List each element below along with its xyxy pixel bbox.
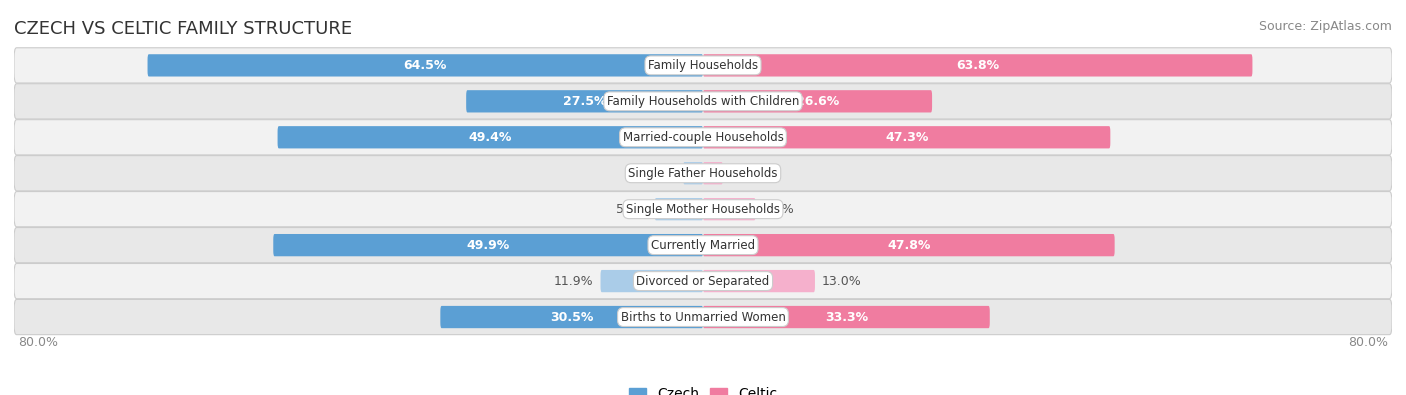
FancyBboxPatch shape — [683, 162, 703, 184]
Text: 64.5%: 64.5% — [404, 59, 447, 72]
FancyBboxPatch shape — [277, 126, 703, 149]
Text: 2.3%: 2.3% — [730, 167, 762, 180]
Text: 80.0%: 80.0% — [1347, 337, 1388, 350]
Text: Family Households: Family Households — [648, 59, 758, 72]
FancyBboxPatch shape — [148, 54, 703, 77]
Legend: Czech, Celtic: Czech, Celtic — [623, 382, 783, 395]
FancyBboxPatch shape — [14, 156, 1392, 191]
FancyBboxPatch shape — [14, 120, 1392, 155]
FancyBboxPatch shape — [14, 263, 1392, 299]
FancyBboxPatch shape — [467, 90, 703, 113]
Text: 30.5%: 30.5% — [550, 310, 593, 324]
FancyBboxPatch shape — [703, 306, 990, 328]
Text: 2.3%: 2.3% — [644, 167, 676, 180]
Text: 5.6%: 5.6% — [616, 203, 648, 216]
Text: Single Mother Households: Single Mother Households — [626, 203, 780, 216]
FancyBboxPatch shape — [14, 48, 1392, 83]
Text: 27.5%: 27.5% — [562, 95, 606, 108]
FancyBboxPatch shape — [14, 299, 1392, 335]
Text: Currently Married: Currently Married — [651, 239, 755, 252]
FancyBboxPatch shape — [600, 270, 703, 292]
FancyBboxPatch shape — [703, 54, 1253, 77]
FancyBboxPatch shape — [273, 234, 703, 256]
Text: 6.1%: 6.1% — [762, 203, 794, 216]
FancyBboxPatch shape — [14, 84, 1392, 119]
Text: Source: ZipAtlas.com: Source: ZipAtlas.com — [1258, 20, 1392, 33]
Text: 47.8%: 47.8% — [887, 239, 931, 252]
FancyBboxPatch shape — [703, 198, 755, 220]
Text: Divorced or Separated: Divorced or Separated — [637, 275, 769, 288]
Text: 11.9%: 11.9% — [554, 275, 593, 288]
Text: Family Households with Children: Family Households with Children — [607, 95, 799, 108]
FancyBboxPatch shape — [14, 228, 1392, 263]
FancyBboxPatch shape — [655, 198, 703, 220]
Text: 13.0%: 13.0% — [823, 275, 862, 288]
Text: 63.8%: 63.8% — [956, 59, 1000, 72]
FancyBboxPatch shape — [703, 234, 1115, 256]
Text: 47.3%: 47.3% — [884, 131, 928, 144]
FancyBboxPatch shape — [703, 126, 1111, 149]
FancyBboxPatch shape — [440, 306, 703, 328]
Text: Single Father Households: Single Father Households — [628, 167, 778, 180]
Text: Married-couple Households: Married-couple Households — [623, 131, 783, 144]
FancyBboxPatch shape — [14, 192, 1392, 227]
FancyBboxPatch shape — [703, 162, 723, 184]
Text: Births to Unmarried Women: Births to Unmarried Women — [620, 310, 786, 324]
Text: 80.0%: 80.0% — [18, 337, 59, 350]
Text: 33.3%: 33.3% — [825, 310, 868, 324]
FancyBboxPatch shape — [703, 270, 815, 292]
FancyBboxPatch shape — [703, 90, 932, 113]
Text: CZECH VS CELTIC FAMILY STRUCTURE: CZECH VS CELTIC FAMILY STRUCTURE — [14, 20, 352, 38]
Text: 49.4%: 49.4% — [468, 131, 512, 144]
Text: 49.9%: 49.9% — [467, 239, 510, 252]
Text: 26.6%: 26.6% — [796, 95, 839, 108]
